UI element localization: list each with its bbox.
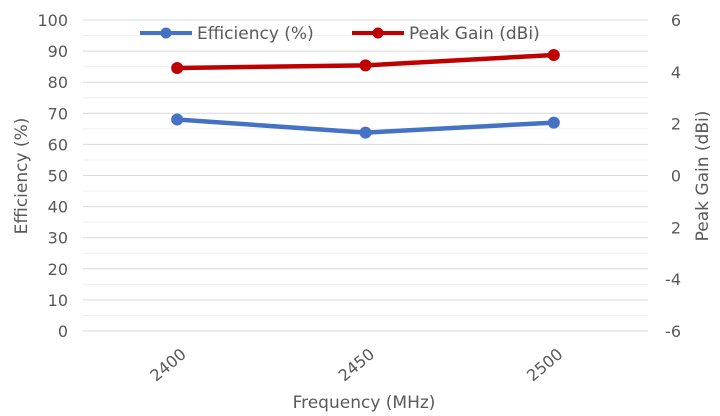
legend-peak-gain-label: Peak Gain (dBi): [409, 24, 540, 44]
x-tick-label: 2450: [335, 345, 378, 386]
series-layer: [171, 48, 560, 139]
left-tick-label: 0: [58, 322, 68, 341]
left-tick-label: 70: [48, 104, 68, 123]
data-point: [359, 126, 372, 139]
left-tick-label: 100: [37, 11, 68, 30]
x-tick-label: 2500: [523, 345, 566, 386]
x-axis-title: Frequency (MHz): [293, 393, 436, 413]
legend-item-efficiency: Efficiency (%): [140, 24, 314, 44]
right-tick-label: -4: [665, 270, 681, 289]
left-tick-label: 40: [48, 198, 68, 217]
left-tick-label: 10: [48, 291, 68, 310]
legend-efficiency-label: Efficiency (%): [197, 24, 314, 44]
data-point: [359, 59, 372, 72]
data-point: [547, 48, 560, 61]
left-tick-label: 20: [48, 260, 68, 279]
right-tick-label: -6: [665, 322, 681, 341]
data-point: [171, 113, 184, 126]
right-tick-label: 6: [671, 11, 681, 30]
legend-peak-gain-marker: [372, 27, 384, 39]
right-axis-ticks: 6 4 2 0 2 -4 -6: [665, 11, 681, 341]
left-tick-label: 30: [48, 229, 68, 248]
x-tick-label: 2400: [146, 345, 189, 386]
x-axis-ticks: 2400 2450 2500: [146, 345, 566, 386]
data-point: [547, 116, 560, 129]
left-tick-label: 60: [48, 135, 68, 154]
right-tick-label: 2: [671, 115, 681, 134]
left-axis-title: Efficiency (%): [12, 118, 32, 235]
legend-item-peak-gain: Peak Gain (dBi): [352, 24, 540, 44]
right-tick-label: 4: [671, 63, 681, 82]
right-tick-label: 2: [671, 218, 681, 237]
left-tick-label: 80: [48, 73, 68, 92]
legend: Efficiency (%) Peak Gain (dBi): [140, 24, 540, 44]
data-point: [171, 61, 184, 74]
left-tick-label: 50: [48, 167, 68, 186]
left-tick-label: 90: [48, 42, 68, 61]
legend-efficiency-marker: [160, 27, 172, 39]
right-tick-label: 0: [671, 167, 681, 186]
left-axis-ticks: 0 10 20 30 40 50 60 70 80 90 100: [37, 11, 68, 341]
right-axis-title: Peak Gain (dBi): [693, 111, 713, 242]
